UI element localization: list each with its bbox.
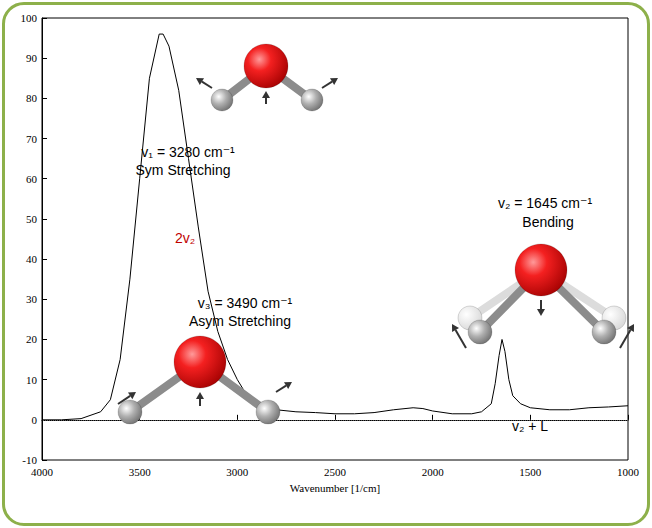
svg-text:v₃ = 3490 cm⁻¹: v₃ = 3490 cm⁻¹: [198, 295, 293, 311]
svg-text:40: 40: [26, 253, 38, 265]
svg-text:v₁ = 3280 cm⁻¹: v₁ = 3280 cm⁻¹: [141, 144, 235, 160]
svg-text:70: 70: [26, 133, 38, 145]
svg-text:60: 60: [26, 173, 38, 185]
svg-text:1500: 1500: [519, 466, 542, 478]
svg-text:v₂ = 1645 cm⁻¹: v₂ = 1645 cm⁻¹: [498, 195, 592, 211]
svg-text:v₂ + L: v₂ + L: [512, 418, 548, 434]
svg-text:3000: 3000: [226, 466, 249, 478]
svg-text:20: 20: [26, 333, 38, 345]
svg-text:-10: -10: [22, 454, 37, 466]
svg-text:80: 80: [26, 92, 38, 104]
svg-text:Asym Stretching: Asym Stretching: [189, 313, 291, 329]
svg-text:10: 10: [26, 374, 38, 386]
svg-text:2v₂: 2v₂: [175, 230, 195, 246]
svg-text:3500: 3500: [129, 466, 152, 478]
svg-text:Wavenumber [1/cm]: Wavenumber [1/cm]: [290, 482, 380, 494]
svg-text:2500: 2500: [324, 466, 347, 478]
svg-text:2000: 2000: [422, 466, 445, 478]
svg-text:1000: 1000: [617, 466, 640, 478]
svg-text:4000: 4000: [31, 466, 54, 478]
svg-text:0: 0: [32, 414, 38, 426]
svg-text:Sym Stretching: Sym Stretching: [136, 162, 231, 178]
svg-text:Bending: Bending: [522, 214, 573, 230]
svg-text:50: 50: [26, 213, 38, 225]
svg-text:100: 100: [21, 12, 38, 24]
svg-text:90: 90: [26, 52, 38, 64]
svg-text:30: 30: [26, 293, 38, 305]
